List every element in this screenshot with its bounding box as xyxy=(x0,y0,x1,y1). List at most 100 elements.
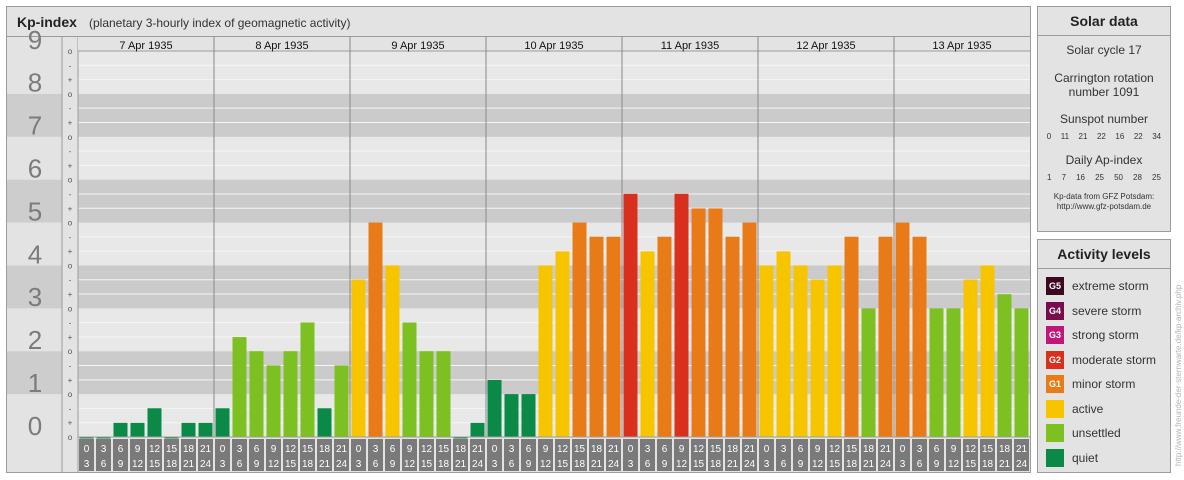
kp-band-label-bg xyxy=(7,265,62,309)
kp-bar xyxy=(181,422,196,437)
hour-start-label: 9 xyxy=(951,444,957,455)
hour-start-label: 3 xyxy=(917,444,923,455)
hour-start-label: 18 xyxy=(591,444,603,455)
activity-level-swatch xyxy=(1046,399,1064,418)
hour-start-label: 12 xyxy=(693,444,705,455)
hour-cell xyxy=(300,439,315,471)
hour-start-label: 15 xyxy=(982,444,994,455)
activity-level-swatch: G3 xyxy=(1046,326,1064,344)
y-subtick-label: o xyxy=(68,304,73,313)
hour-end-label: 21 xyxy=(319,459,331,470)
hour-start-label: 3 xyxy=(237,444,243,455)
kp-band xyxy=(78,179,1030,223)
kp-bar xyxy=(997,294,1012,437)
activity-level-swatch: G2 xyxy=(1046,350,1064,369)
hour-cell xyxy=(130,439,145,471)
activity-level-item: G1 minor storm xyxy=(1046,374,1135,394)
hour-cell xyxy=(538,439,553,471)
kp-band-label-bg xyxy=(7,93,62,137)
y-tick-label: 1 xyxy=(28,368,42,398)
kp-bar xyxy=(708,208,723,437)
ap-value: 28 xyxy=(1133,173,1142,182)
activity-level-item: G4 severe storm xyxy=(1046,301,1141,321)
ap-value: 25 xyxy=(1152,173,1161,182)
hour-end-label: 24 xyxy=(608,459,620,470)
hour-cell xyxy=(96,439,111,471)
hour-end-label: 12 xyxy=(540,459,552,470)
sunspot-value: 16 xyxy=(1115,132,1125,141)
activity-level-item: G2 moderate storm xyxy=(1046,350,1156,370)
hour-cell xyxy=(793,439,808,471)
hour-cell xyxy=(181,439,196,471)
kp-bar xyxy=(742,222,757,437)
hour-start-label: 6 xyxy=(254,444,260,455)
hour-end-label: 9 xyxy=(662,459,668,470)
kp-band-label-bg xyxy=(7,394,62,437)
activity-level-label: quiet xyxy=(1072,450,1099,465)
kp-bar xyxy=(249,351,264,437)
y-subtick-label: + xyxy=(68,76,73,85)
hour-end-label: 18 xyxy=(166,459,178,470)
hour-cell xyxy=(266,439,281,471)
hour-end-label: 21 xyxy=(863,459,875,470)
kp-band-label-bg xyxy=(7,51,62,94)
chart-title-bar: Kp-index (planetary 3-hourly index of ge… xyxy=(7,7,1030,37)
hour-end-label: 3 xyxy=(628,459,634,470)
kp-bar xyxy=(147,408,162,437)
ap-index-label: Daily Ap-index xyxy=(1065,153,1143,167)
hour-cell xyxy=(725,439,740,471)
activity-levels-header: Activity levels xyxy=(1038,240,1170,269)
hour-cell xyxy=(385,439,400,471)
y-tick-label: 3 xyxy=(28,282,42,312)
sunspot-value: 0 xyxy=(1046,132,1052,141)
chart-subtitle: (planetary 3-hourly index of geomagnetic… xyxy=(89,16,351,30)
kp-band xyxy=(78,222,1030,266)
kp-bar xyxy=(334,365,349,437)
hour-end-label: 18 xyxy=(982,459,994,470)
hour-cell xyxy=(351,439,366,471)
sunspot-value: 34 xyxy=(1152,132,1162,141)
chart-title: Kp-index xyxy=(17,14,77,30)
kp-bar xyxy=(419,351,434,437)
y-subtick-label: o xyxy=(68,219,73,228)
kp-bar xyxy=(623,193,638,437)
hour-end-label: 9 xyxy=(254,459,260,470)
kp-bar xyxy=(521,394,536,437)
hour-end-label: 18 xyxy=(574,459,586,470)
y-subtick-label: + xyxy=(68,290,73,299)
hour-cell xyxy=(334,439,349,471)
y-subtick-label: + xyxy=(68,333,73,342)
hour-start-label: 9 xyxy=(543,444,549,455)
hour-start-label: 12 xyxy=(285,444,297,455)
hour-cell xyxy=(504,439,519,471)
hour-cell xyxy=(113,439,128,471)
hour-end-label: 3 xyxy=(900,459,906,470)
y-tick-label: 0 xyxy=(28,411,42,441)
hour-cell xyxy=(487,439,502,471)
hour-start-label: 21 xyxy=(744,444,756,455)
hour-start-label: 21 xyxy=(472,444,484,455)
hour-start-label: 15 xyxy=(438,444,450,455)
hour-end-label: 3 xyxy=(492,459,498,470)
date-header-row xyxy=(78,37,1030,51)
hour-end-label: 9 xyxy=(526,459,532,470)
hour-cell xyxy=(572,439,587,471)
hour-cell xyxy=(283,439,298,471)
hour-end-label: 21 xyxy=(183,459,195,470)
y-subtick-label: o xyxy=(68,176,73,185)
hour-cell xyxy=(232,439,247,471)
kp-band-label-bg xyxy=(7,222,62,266)
hour-end-label: 15 xyxy=(285,459,297,470)
hour-cell xyxy=(589,439,604,471)
hour-end-label: 12 xyxy=(676,459,688,470)
kp-bar xyxy=(691,208,706,437)
hour-start-label: 21 xyxy=(1016,444,1028,455)
hour-start-label: 6 xyxy=(118,444,124,455)
kp-bar xyxy=(589,236,604,437)
kp-bar xyxy=(351,279,366,437)
hour-end-label: 12 xyxy=(948,459,960,470)
hour-cell xyxy=(759,439,774,471)
hour-end-label: 24 xyxy=(744,459,756,470)
kp-band xyxy=(78,265,1030,309)
hour-start-label: 9 xyxy=(815,444,821,455)
